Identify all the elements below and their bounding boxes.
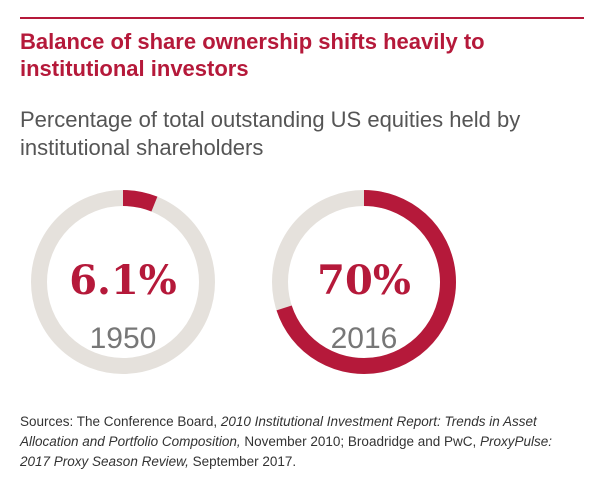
source-middle: November 2010; Broadridge and PwC, <box>240 434 481 449</box>
chart-subtitle: Percentage of total outstanding US equit… <box>20 107 521 160</box>
source-suffix: September 2017. <box>188 454 297 469</box>
source-note: Sources: The Conference Board, 2010 Inst… <box>20 412 580 472</box>
source-title-2: ProxyPulse: 2017 Proxy Season Review, <box>20 434 553 469</box>
ring-2016-year-label: 2016 <box>331 322 398 355</box>
ring-2016-arc <box>276 190 456 374</box>
ring-chart: 6.1% 1950 70% 2016 <box>31 190 456 374</box>
source-prefix: Sources: The Conference Board, <box>20 414 221 429</box>
ring-1950: 6.1% 1950 <box>31 190 215 374</box>
ring-2016: 70% 2016 <box>272 190 456 374</box>
headline: Balance of share ownership shifts heavil… <box>20 29 485 81</box>
ring-1950-arc <box>122 190 158 212</box>
ring-2016-value-label: 70% <box>317 257 411 304</box>
ring-1950-year-label: 1950 <box>90 322 157 355</box>
ring-1950-value-label: 6.1% <box>69 257 177 304</box>
top-rule <box>20 17 584 19</box>
source-title-1: 2010 Institutional Investment Report: Tr… <box>20 414 537 449</box>
